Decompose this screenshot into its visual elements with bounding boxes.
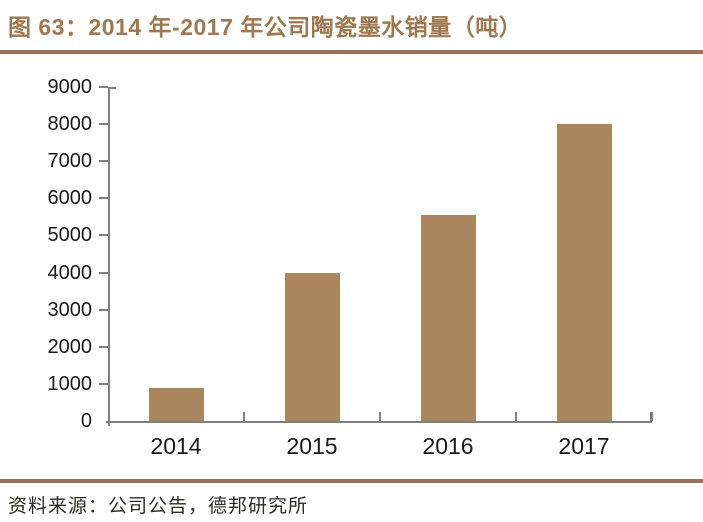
y-axis-label-4000: 4000	[47, 261, 93, 284]
x-axis-tick-4	[651, 412, 653, 421]
y-axis-label-3000: 3000	[47, 298, 93, 321]
x-axis-line	[106, 421, 652, 423]
y-axis-label-1000: 1000	[47, 372, 93, 395]
y-axis-tick-5000	[99, 234, 108, 237]
bar-2014	[148, 387, 204, 421]
y-axis-tick-9000	[99, 86, 108, 88]
x-axis-label-2014: 2014	[150, 433, 202, 459]
x-axis-label-2015: 2015	[286, 433, 338, 459]
y-axis-label-6000: 6000	[47, 187, 93, 210]
x-axis-label-2017: 2017	[558, 433, 610, 459]
y-axis-tick-2000	[99, 345, 108, 348]
y-axis-label-0: 0	[80, 410, 92, 432]
x-axis-label-2016: 2016	[422, 433, 474, 459]
title-rule	[0, 50, 703, 54]
y-axis-label-2000: 2000	[47, 335, 93, 358]
y-axis-tick-7000	[99, 160, 108, 163]
bar-2015	[284, 272, 340, 421]
y-axis-tick-1000	[99, 382, 108, 385]
x-axis-tick-3	[515, 412, 517, 421]
y-axis-tick-6000	[99, 197, 108, 200]
y-axis-label-9000: 9000	[47, 76, 93, 98]
y-axis-label-8000: 8000	[47, 113, 93, 136]
y-axis-tick-4000	[99, 271, 108, 274]
y-axis-tick-8000	[99, 123, 108, 126]
bar-2016	[420, 214, 476, 421]
y-axis-line	[108, 87, 110, 426]
y-axis-label-7000: 7000	[47, 150, 93, 173]
bar-2017	[556, 124, 612, 421]
y-axis-label-5000: 5000	[47, 224, 93, 247]
figure-title: 图 63：2014 年-2017 年公司陶瓷墨水销量（吨）	[8, 14, 523, 40]
y-axis-tick-3000	[99, 308, 108, 311]
source-note: 资料来源：公司公告，德邦研究所	[8, 496, 309, 517]
y-axis-top-cap-tick	[108, 87, 116, 89]
x-axis-tick-2	[379, 412, 381, 421]
bottom-rule	[0, 479, 703, 483]
x-axis-tick-1	[243, 412, 245, 421]
